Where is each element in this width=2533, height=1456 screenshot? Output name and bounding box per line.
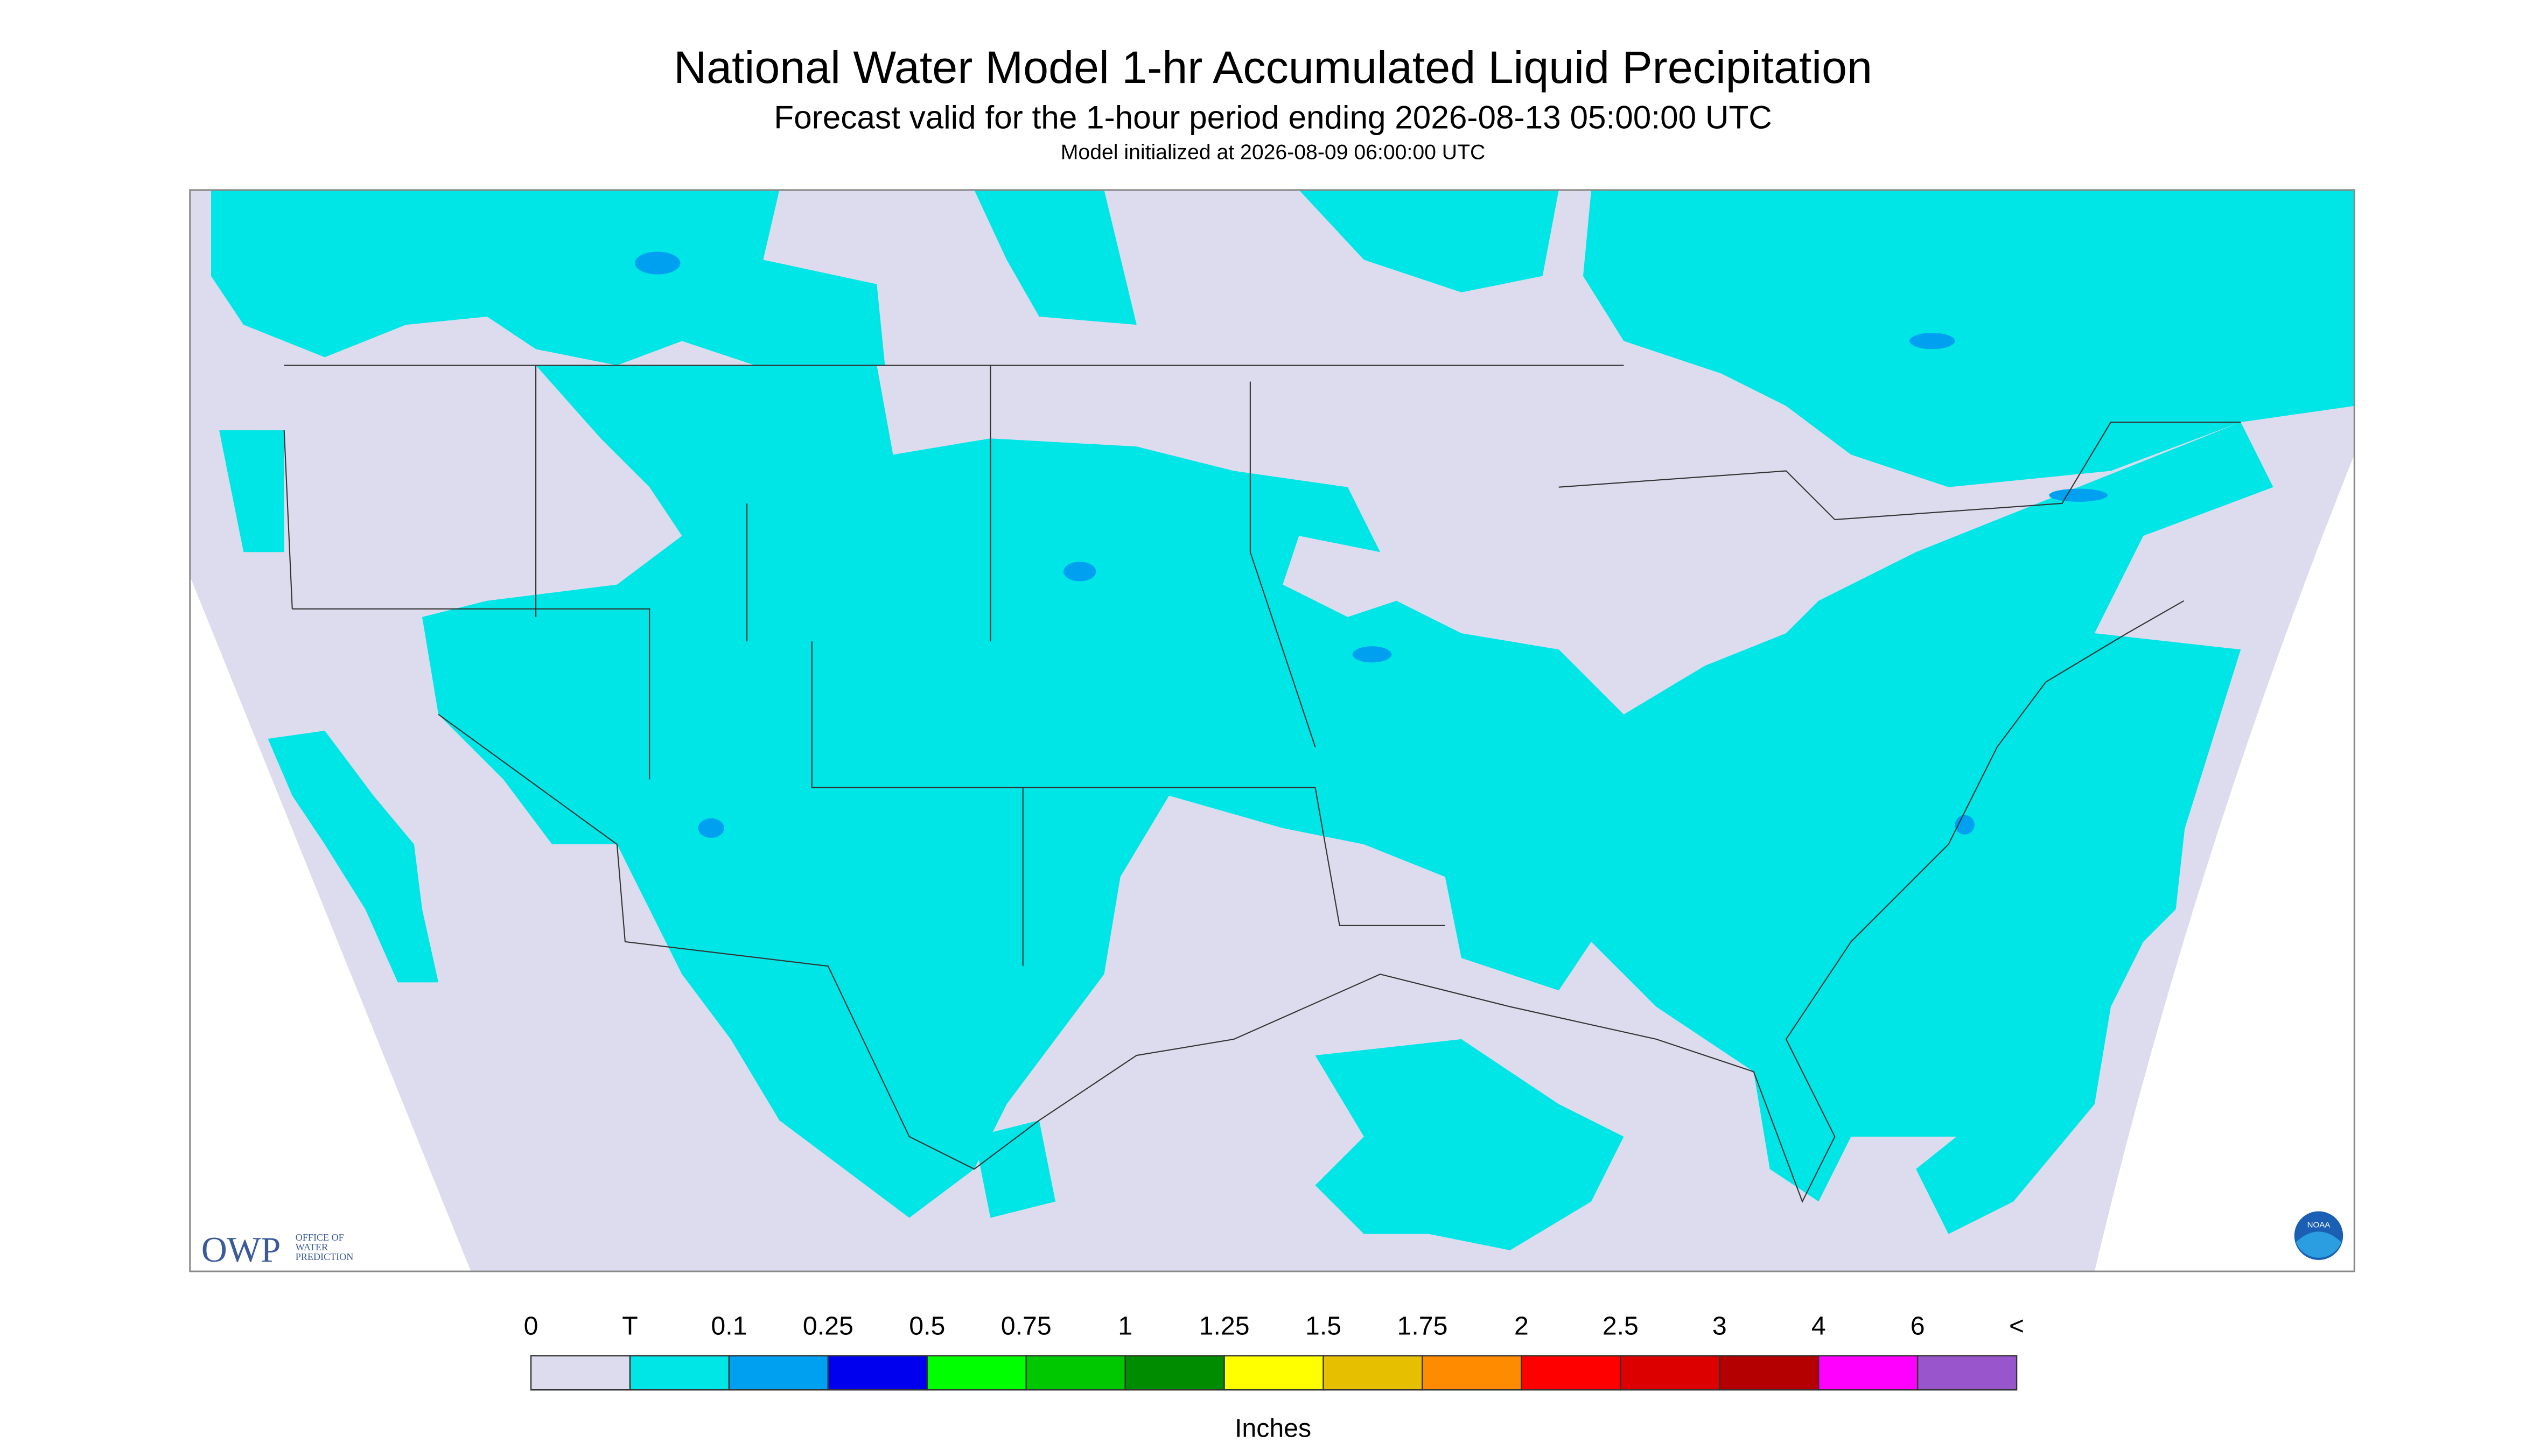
precip-area — [422, 365, 2273, 1218]
legend-swatch — [1025, 1355, 1126, 1391]
precip-area — [1315, 1039, 1624, 1250]
precip-area — [219, 430, 284, 552]
precip-spot — [2049, 488, 2108, 502]
legend-label: 4 — [1811, 1312, 1826, 1341]
legend-label: 2 — [1514, 1312, 1529, 1341]
legend-swatch — [1422, 1355, 1522, 1391]
precip-area — [1583, 190, 2355, 487]
legend-swatch — [1916, 1355, 2018, 1391]
owp-org: OFFICE OF — [296, 1232, 344, 1243]
noaa-wave — [2296, 1231, 2342, 1258]
legend-swatch — [1124, 1355, 1225, 1391]
legend-label: 0.25 — [803, 1312, 853, 1341]
legend-label: < — [2009, 1312, 2024, 1341]
legend-label: 1.25 — [1199, 1312, 1250, 1341]
precip-areas — [211, 190, 2355, 1250]
legend-swatch — [1620, 1355, 1720, 1391]
precip-spot — [1352, 646, 1392, 663]
precip-spot — [1909, 333, 1955, 349]
legend-label: 0.1 — [711, 1312, 747, 1341]
noaa-text: NOAA — [2307, 1221, 2331, 1230]
legend-swatch — [629, 1355, 730, 1391]
subtitle: Forecast valid for the 1-hour period end… — [774, 99, 1772, 135]
legend-swatch — [1818, 1355, 1919, 1391]
legend: 0 T 0.1 0.25 0.5 0.75 1 1.25 1.5 1.75 2 2.5 3 4 6 < — [524, 1312, 2024, 1391]
precip-area — [268, 730, 439, 983]
legend-swatch — [926, 1355, 1027, 1391]
legend-label: T — [622, 1312, 638, 1341]
legend-swatch — [530, 1355, 631, 1391]
boundaries — [283, 365, 2241, 1203]
owp-org: WATER — [296, 1242, 328, 1252]
boundary-lines — [283, 365, 2241, 1203]
legend-label: 6 — [1911, 1312, 1925, 1341]
legend-label: 3 — [1712, 1312, 1727, 1341]
precip-spot — [1955, 815, 1975, 835]
legend-swatch — [1719, 1355, 1820, 1391]
init-time: Model initialized at 2026-08-09 06:00:00… — [1061, 141, 1486, 164]
precip-area — [974, 1120, 1055, 1218]
legend-label: 0.75 — [1001, 1312, 1052, 1341]
legend-swatch — [827, 1355, 928, 1391]
legend-swatch — [728, 1355, 829, 1391]
legend-label: 0.5 — [909, 1312, 945, 1341]
precip-area — [974, 190, 1137, 325]
legend-label: 1 — [1118, 1312, 1132, 1341]
owp-org: PREDICTION — [296, 1251, 353, 1262]
title: National Water Model 1-hr Accumulated Li… — [674, 42, 1872, 93]
owp-logo: OWP — [201, 1230, 281, 1270]
legend-units: Inches — [1235, 1414, 1311, 1443]
precip-spot — [1063, 562, 1096, 582]
legend-label: 0 — [524, 1312, 538, 1341]
legend-label: 2.5 — [1603, 1312, 1639, 1341]
map-border — [189, 189, 2355, 1272]
legend-swatch — [1323, 1355, 1423, 1391]
precip-area — [1299, 190, 1559, 292]
precip-spot — [635, 251, 681, 275]
precip-spot — [698, 818, 724, 838]
legend-label: 1.5 — [1305, 1312, 1341, 1341]
map: OWP OFFICE OF WATER PREDICTION NOAA — [189, 189, 2355, 1272]
legend-swatch — [1223, 1355, 1324, 1391]
legend-label: 1.75 — [1397, 1312, 1448, 1341]
precip-area — [211, 190, 885, 374]
precip-area — [1916, 649, 2241, 1234]
legend-swatch — [1521, 1355, 1621, 1391]
